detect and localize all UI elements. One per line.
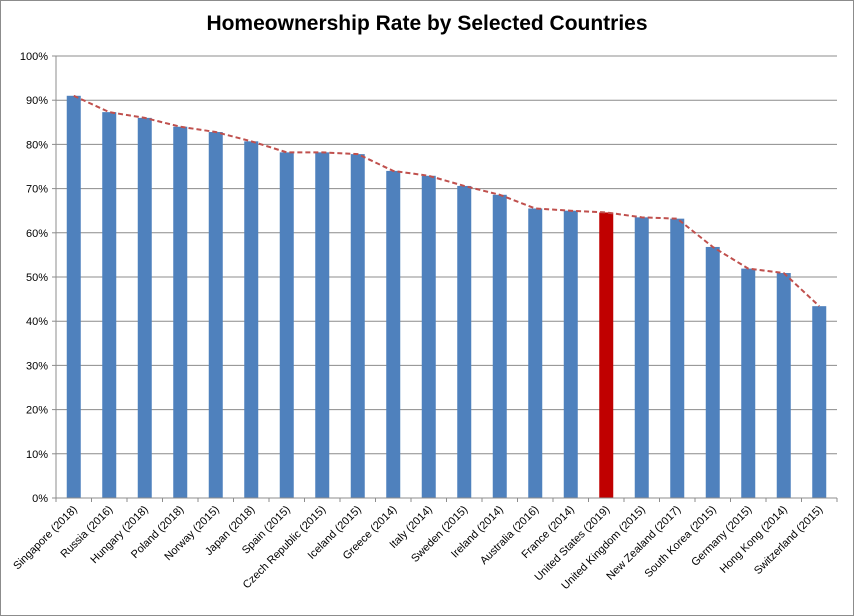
bar — [776, 273, 791, 498]
bar — [386, 170, 401, 499]
bar — [315, 152, 330, 498]
bar — [244, 141, 259, 498]
x-category-label: Hong Kong (2014) — [718, 504, 790, 576]
bar — [102, 112, 117, 498]
bar — [705, 246, 720, 498]
trend-line — [73, 94, 820, 307]
bar — [528, 208, 543, 499]
y-tick-label: 10% — [26, 449, 48, 461]
x-category-label: Singapore (2018) — [11, 504, 80, 573]
bar — [66, 95, 81, 498]
x-category-label: Germany (2015) — [689, 504, 754, 569]
chart-title: Homeownership Rate by Selected Countries — [206, 12, 648, 35]
axes — [55, 56, 838, 502]
bar — [457, 185, 472, 498]
bar — [173, 126, 188, 498]
y-tick-label: 50% — [26, 272, 48, 284]
bar — [599, 212, 614, 498]
bar — [279, 152, 294, 498]
bar — [492, 194, 507, 498]
bar — [421, 175, 436, 499]
bars — [66, 95, 827, 499]
bar — [208, 132, 223, 499]
y-axis-tick-labels: 0% 10% 20% 30% 40% 50% 60% 70% 80% 90% 100% — [20, 51, 48, 505]
bar — [563, 210, 578, 498]
y-tick-label: 20% — [26, 405, 48, 417]
bar — [670, 218, 685, 498]
x-category-label: Switzerland (2015) — [752, 504, 825, 577]
bar — [137, 117, 152, 498]
y-tick-label: 90% — [26, 95, 48, 107]
trend-line-series — [73, 94, 820, 307]
bar — [812, 306, 827, 498]
y-tick-label: 70% — [26, 184, 48, 196]
y-tick-label: 100% — [20, 51, 48, 63]
x-axis-category-labels: Singapore (2018)Russia (2016)Hungary (20… — [11, 504, 825, 592]
y-tick-label: 80% — [26, 139, 48, 151]
y-tick-label: 60% — [26, 228, 48, 240]
bar — [350, 154, 365, 498]
y-tick-label: 30% — [26, 360, 48, 372]
bar — [634, 217, 649, 498]
bar — [741, 268, 756, 498]
y-tick-label: 40% — [26, 316, 48, 328]
y-tick-label: 0% — [32, 493, 48, 505]
